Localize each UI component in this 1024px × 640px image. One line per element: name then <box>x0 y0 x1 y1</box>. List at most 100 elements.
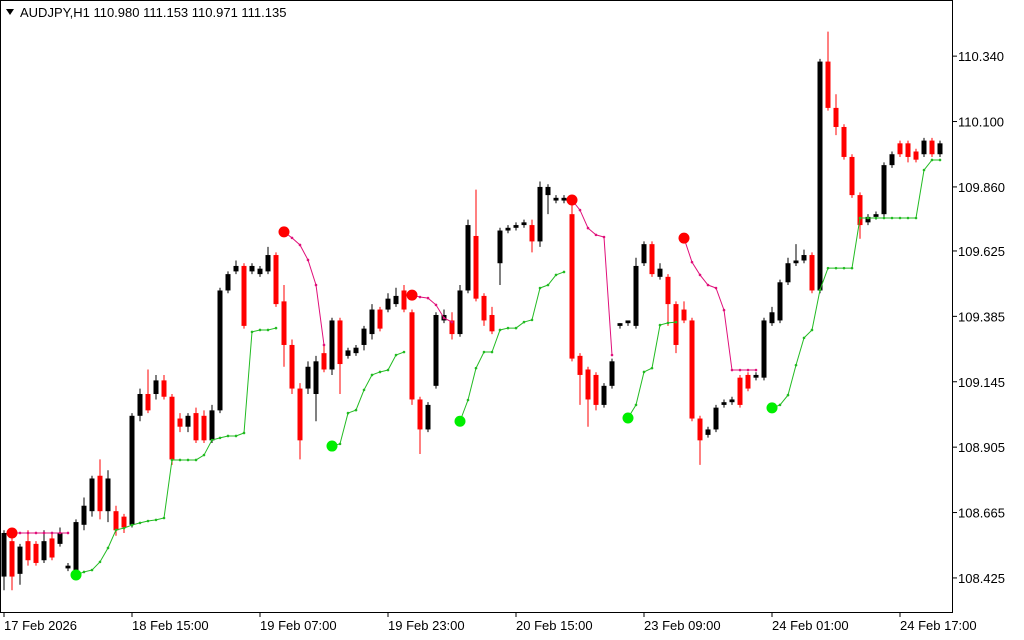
candle-body <box>497 230 503 264</box>
candle-body <box>449 320 455 335</box>
indicator-vertex <box>866 216 870 220</box>
x-tick-label: 18 Feb 15:00 <box>132 618 209 633</box>
candle-body <box>857 195 863 226</box>
indicator-vertex <box>714 286 718 290</box>
indicator-vertex <box>482 350 486 354</box>
candle-body <box>241 265 247 326</box>
signal-dot <box>622 412 634 424</box>
candle-body <box>457 290 463 335</box>
signal-dot <box>70 569 82 581</box>
candle-body <box>705 429 711 435</box>
candle-body <box>281 301 287 345</box>
candle-body <box>97 475 103 512</box>
candle-body <box>489 314 495 332</box>
indicator-vertex <box>346 411 350 415</box>
indicator-vertex <box>178 458 182 462</box>
candle-body <box>793 260 799 264</box>
candle-body <box>521 222 527 226</box>
indicator-vertex <box>930 158 934 162</box>
candle-body <box>593 374 599 405</box>
signal-dot <box>6 527 18 539</box>
indicator-vertex <box>58 531 62 535</box>
candle-body <box>569 214 575 359</box>
candle-body <box>25 541 31 561</box>
menu-arrow[interactable] <box>6 9 14 15</box>
indicator-line <box>75 159 940 576</box>
indicator-vertex <box>266 328 270 332</box>
candle-body <box>169 396 175 460</box>
indicator-vertex <box>114 528 118 532</box>
candle-body <box>481 295 487 321</box>
candle-body <box>425 404 431 430</box>
candle-body <box>137 394 143 416</box>
indicator-vertex <box>98 560 102 564</box>
indicator-vertex <box>386 368 390 372</box>
indicator-vertex <box>786 393 790 397</box>
candle-body <box>745 374 751 389</box>
candle-body <box>577 355 583 375</box>
candle-body <box>897 143 903 155</box>
candle-body <box>81 505 87 525</box>
signal-dot <box>766 402 778 414</box>
candle-body <box>553 197 559 201</box>
indicator-vertex <box>370 373 374 377</box>
x-tick-label: 19 Feb 07:00 <box>260 618 337 633</box>
candle-body <box>729 399 735 403</box>
candle-body <box>65 565 71 569</box>
candle-body <box>465 225 471 291</box>
candle-body <box>409 312 415 400</box>
candle-body <box>585 369 591 400</box>
candle-body <box>889 154 895 166</box>
indicator-vertex <box>890 216 894 220</box>
indicator-vertex <box>610 353 614 357</box>
indicator-vertex <box>306 258 310 262</box>
indicator-vertex <box>754 368 758 372</box>
indicator-vertex <box>674 320 678 324</box>
candle-body <box>761 320 767 378</box>
indicator-vertex <box>394 353 398 357</box>
indicator-vertex <box>594 233 598 237</box>
candle-body <box>417 399 423 430</box>
plot: 110.340 110.100 109.860 109.625 109.385 109.1… <box>1 31 1005 633</box>
x-tick-label: 17 Feb 2026 <box>4 618 77 633</box>
indicator-vertex <box>914 216 918 220</box>
candle-body <box>873 214 879 217</box>
indicator-vertex <box>466 398 470 402</box>
indicator-vertex <box>18 531 22 535</box>
candle-body <box>537 186 543 242</box>
indicator-vertex <box>794 363 798 367</box>
candle-body <box>329 320 335 370</box>
indicator-vertex <box>634 403 638 407</box>
candle-body <box>769 312 775 324</box>
y-tick-label: 110.100 <box>958 115 1004 130</box>
indicator-vertex <box>418 295 422 299</box>
candle-body <box>321 353 327 370</box>
candle-body <box>361 328 367 345</box>
signal-dot <box>678 232 690 244</box>
candle-body <box>785 263 791 283</box>
indicator-vertex <box>442 316 446 320</box>
candle-body <box>841 126 847 157</box>
candle-body <box>473 235 479 299</box>
indicator-vertex <box>146 519 150 523</box>
candle-body <box>401 290 407 310</box>
candle-body <box>865 216 871 223</box>
indicator-vertex <box>538 286 542 290</box>
indicator-vertex <box>690 260 694 264</box>
x-tick-label: 24 Feb 17:00 <box>900 618 977 633</box>
candle-body <box>673 304 679 345</box>
indicator-vertex <box>106 546 110 550</box>
candle-body <box>505 227 511 231</box>
signal-dot <box>566 194 578 206</box>
indicator-vertex <box>818 288 822 292</box>
y-tick-label: 109.625 <box>958 244 1005 259</box>
indicator-vertex <box>898 216 902 220</box>
indicator-vertex <box>202 453 206 457</box>
candle-body <box>33 543 39 563</box>
y-tick-label: 109.860 <box>958 180 1005 195</box>
candle-body <box>561 197 567 201</box>
y-tick-label: 109.385 <box>958 309 1005 324</box>
indicator-vertex <box>362 388 366 392</box>
